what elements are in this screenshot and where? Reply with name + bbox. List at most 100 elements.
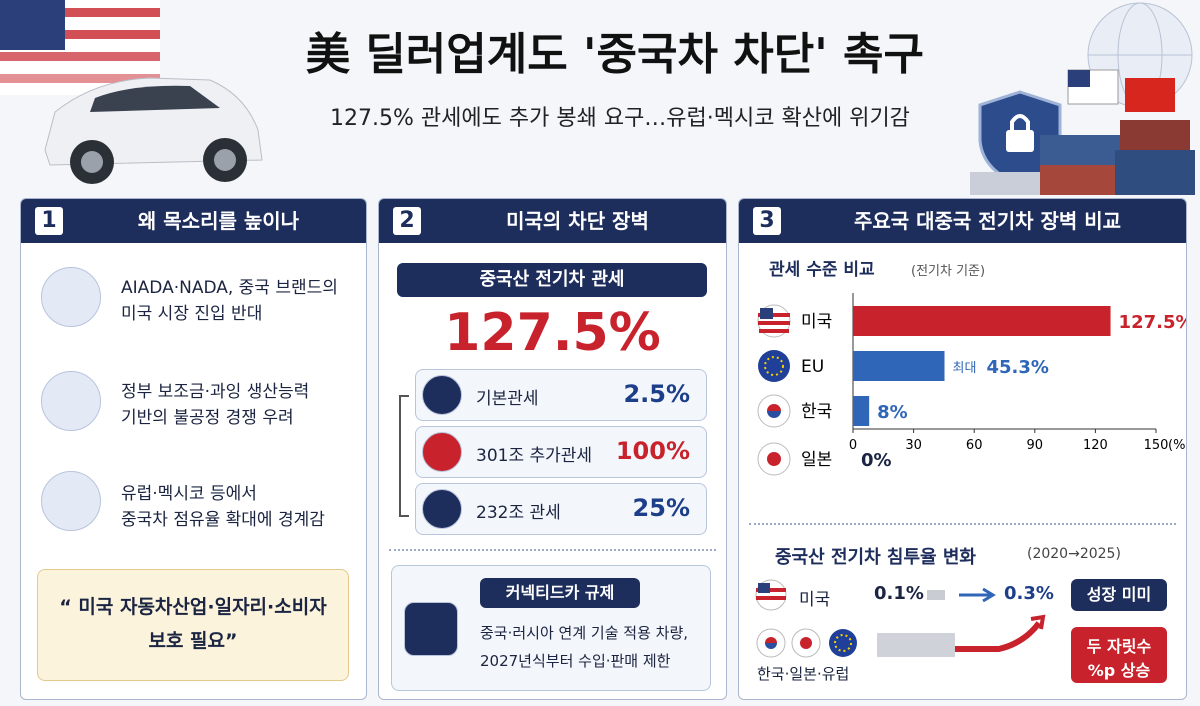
bar: [853, 306, 1111, 336]
value-label: 45.3%: [987, 357, 1049, 378]
x-tick-label: 150: [1144, 438, 1169, 453]
penetration-label: 한국·일본·유럽: [757, 665, 850, 683]
x-tick-label: 60: [966, 438, 983, 453]
panel-reasons: 1 왜 목소리를 높이나 AIADA·NADA, 중국 브랜드의 미국 시장 진…: [20, 198, 367, 700]
separator: [389, 549, 716, 551]
panel-title: 왜 목소리를 높이나: [137, 209, 300, 233]
penetration-art: [755, 579, 1046, 658]
penetration-label: 미국: [799, 590, 831, 610]
flag-us: [755, 579, 787, 611]
x-tick-label: 30: [905, 438, 922, 453]
bar-annotation: 최대: [953, 361, 977, 376]
arrow: [959, 587, 996, 603]
category-label: 미국: [801, 312, 832, 332]
panel-barriers: 2 미국의 차단 장벽 중국산 전기차 관세 127.5% 기본관세 2.5% …: [378, 198, 727, 700]
chart-subtitle: (전기차 기준): [911, 264, 985, 279]
flag-jp: [757, 442, 791, 476]
regulation-title: 커넥티드카 규제: [480, 578, 640, 608]
badge-line: 두 자릿수: [1086, 637, 1152, 656]
panel-header: 3 주요국 대중국 전기차 장벽 비교: [739, 199, 1186, 243]
panel-header: 1 왜 목소리를 높이나: [21, 199, 366, 243]
flag-kr: [756, 628, 786, 658]
item-text: 미국 시장 진입 반대: [121, 304, 263, 324]
flag-jp: [791, 628, 821, 658]
component-box: 232조 관세 25%: [415, 483, 707, 535]
flag-us: [757, 304, 791, 338]
component-label: 301조 추가관세: [476, 446, 593, 466]
category-label: 한국: [801, 402, 832, 422]
tariff-label: 중국산 전기차 관세: [397, 263, 707, 297]
tariff-chart: 관세 수준 비교 (전기차 기준) 0 30 60 90 120 150(%) 미국 127.5%…: [757, 260, 1186, 476]
item-text: 기반의 불공정 경쟁 우려: [121, 408, 294, 428]
subtitle: 127.5% 관세에도 추가 봉쇄 요구…유럽·멕시코 확산에 위기감: [330, 106, 910, 131]
badge: 성장 미미: [1071, 579, 1167, 611]
value-label: 127.5%: [1119, 312, 1186, 333]
item-text: 유럽·멕시코 등에서: [121, 484, 257, 504]
people-icon: [41, 267, 101, 327]
car-art: [44, 77, 263, 184]
item-text: 정부 보조금·과잉 생산능력: [121, 382, 310, 402]
panel-number: 3: [753, 207, 781, 235]
category-label: EU: [801, 357, 824, 377]
badge-line: %p 상승: [1087, 661, 1151, 680]
bracket: [399, 395, 409, 517]
quote-box: “ 미국 자동차산업·일자리·소비자 보호 필요”: [37, 569, 349, 681]
flag-eu: [758, 350, 790, 382]
bar: [853, 351, 945, 381]
panel-comparison: 3 주요국 대중국 전기차 장벽 비교 관세 수준 비교 (전기차 기준) 0 30 6…: [738, 198, 1187, 700]
panel-number: 1: [35, 207, 63, 235]
penetration-to: 0.3%: [1004, 583, 1054, 604]
component-label: 232조 관세: [476, 503, 561, 523]
money-icon: [41, 371, 101, 431]
quote-text: 보호 필요”: [148, 630, 238, 652]
header-art: [0, 0, 1195, 195]
category-label: 일본: [801, 450, 832, 470]
bar: [853, 396, 870, 426]
regulation-text: 2027년식부터 수입·판매 제한: [480, 652, 671, 670]
panel-title: 미국의 차단 장벽: [506, 209, 649, 233]
x-tick-label: 0: [849, 438, 857, 453]
regulation-text: 중국·러시아 연계 기술 적용 차량,: [480, 624, 689, 642]
car-lock-icon: [404, 602, 458, 656]
component-label: 기본관세: [476, 389, 539, 409]
small-bar: [927, 590, 945, 600]
flag-eu: [829, 629, 857, 657]
regulation-box: 커넥티드카 규제 중국·러시아 연계 기술 적용 차량, 2027년식부터 수입…: [391, 565, 711, 691]
panel-header: 2 미국의 차단 장벽: [379, 199, 726, 243]
x-unit: (%): [1168, 438, 1186, 453]
scale-icon: [422, 432, 462, 472]
us-flag-art: [0, 0, 160, 95]
flags-art: [1067, 69, 1175, 112]
capitol-icon: [422, 489, 462, 529]
penetration-period: (2020→2025): [1027, 546, 1121, 562]
gray-bar: [877, 633, 955, 657]
globe-icon: [41, 471, 101, 531]
flag-kr: [757, 394, 791, 428]
quote-text: “ 미국 자동차산업·일자리·소비자: [59, 596, 327, 618]
component-value: 100%: [615, 437, 690, 465]
penetration-from: 0.1%: [874, 583, 924, 604]
component-value: 2.5%: [623, 380, 690, 408]
x-tick-label: 120: [1083, 438, 1108, 453]
rise-arrow-head: [1030, 614, 1046, 630]
title: 美 딜러업계도 '중국차 차단' 촉구: [306, 29, 924, 80]
panel-number: 2: [393, 207, 421, 235]
penetration-title: 중국산 전기차 침투율 변화: [775, 547, 976, 568]
x-tick-label: 90: [1027, 438, 1044, 453]
item-text: AIADA·NADA, 중국 브랜드의: [121, 278, 338, 298]
separator: [749, 523, 1176, 525]
chart-title: 관세 수준 비교: [769, 260, 875, 280]
tariff-total: 127.5%: [444, 303, 661, 363]
component-box: 301조 추가관세 100%: [415, 426, 707, 478]
item-text: 중국차 점유율 확대에 경계감: [121, 510, 325, 530]
panel-title: 주요국 대중국 전기차 장벽 비교: [853, 209, 1122, 233]
doc-icon: [422, 375, 462, 415]
component-value: 25%: [632, 494, 690, 522]
value-label: 8%: [877, 402, 908, 423]
badge: 두 자릿수 %p 상승: [1071, 627, 1167, 683]
rise-arrow: [955, 621, 1042, 652]
containers-art: [970, 120, 1195, 195]
component-box: 기본관세 2.5%: [415, 369, 707, 421]
